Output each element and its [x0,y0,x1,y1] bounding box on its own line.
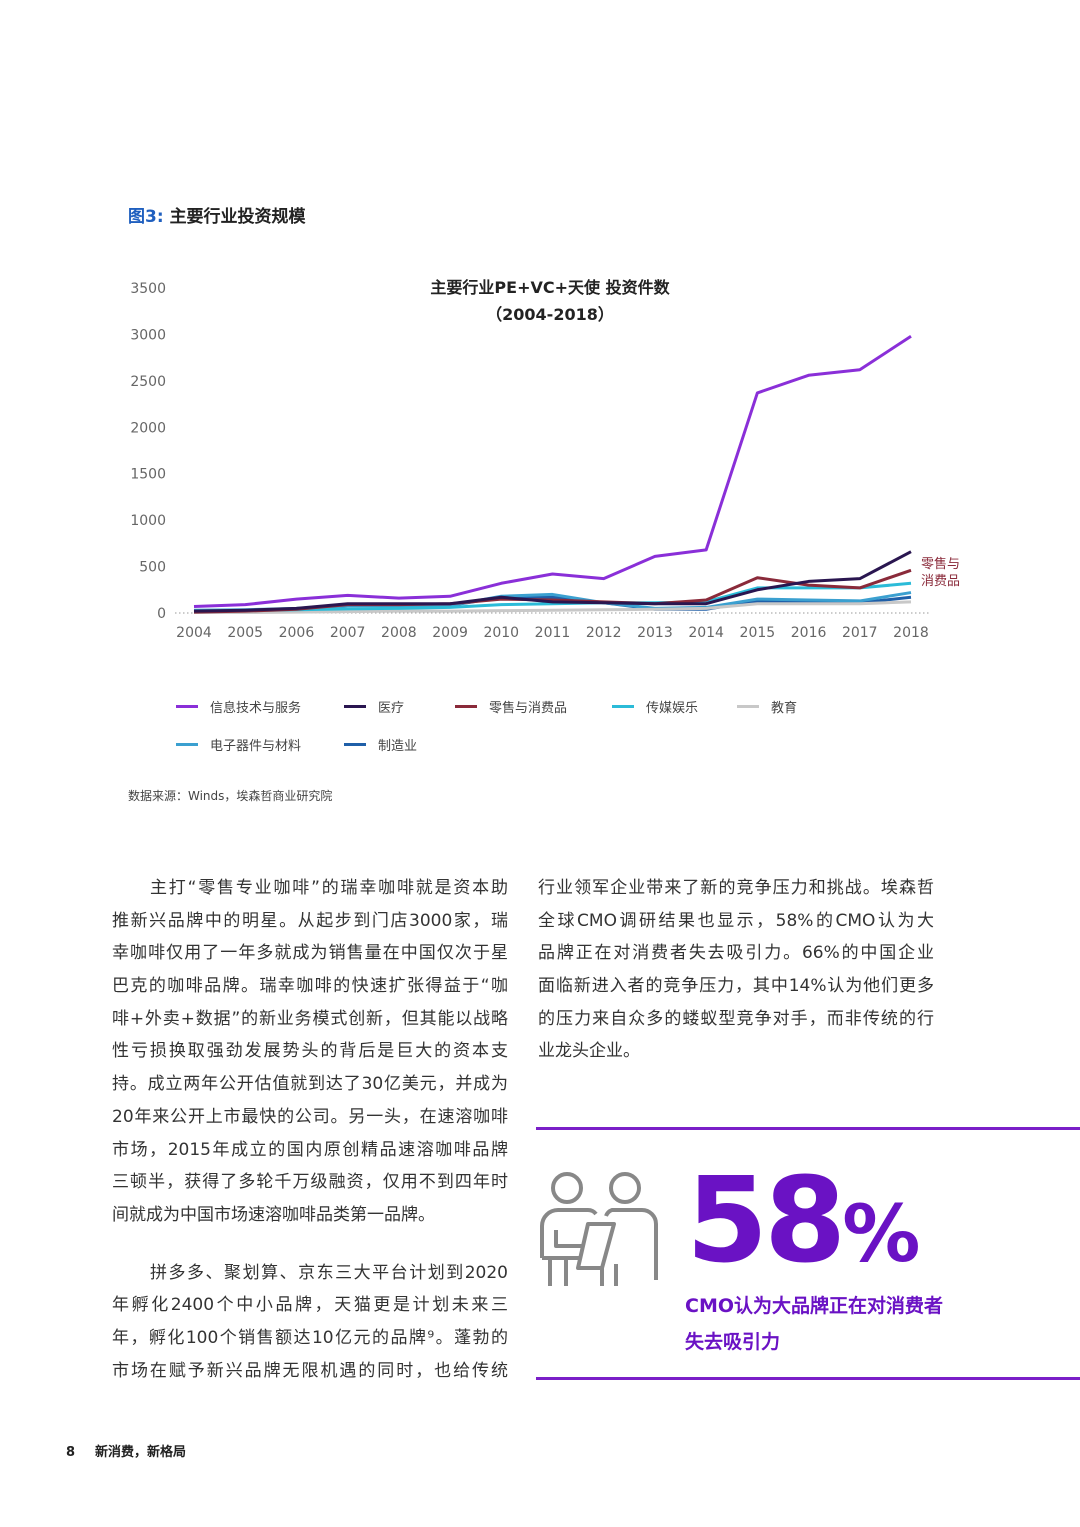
legend-item: 传媒娱乐 [612,697,698,716]
legend-swatch [176,705,198,708]
series-line-零售与消费品 [193,568,912,614]
legend-item: 制造业 [344,735,417,754]
legend-item: 医疗 [344,697,404,716]
legend-label: 信息技术与服务 [210,701,302,716]
legend-label: 零售与消费品 [489,701,568,716]
text-line: 推新兴品牌中的明星。从起步到门店3000家，瑞 [112,910,508,931]
highlight-percent: % [842,1190,921,1280]
highlight-caption-line1: CMO认为大品牌正在对消费者 [685,1295,944,1317]
legend-swatch [455,705,477,708]
text-line: 持。成立两年公开估值就到达了30亿美元，并成为 [112,1074,508,1095]
y-tick-label: 3500 [130,281,166,297]
text-line: 面临新进入者的竞争压力，其中14%认为他们更多 [538,976,934,997]
x-tick-label: 2009 [432,625,468,641]
line-chart: 0 500 1000 1500 2000 2500 3000 3500 2004 2005 2006… [130,281,960,641]
x-tick-label: 2013 [637,625,673,641]
text-line: 年孵化2400个中小品牌，天猫更是计划未来三 [112,1295,508,1316]
x-tick-label: 2016 [791,625,827,641]
legend-label: 制造业 [378,739,418,754]
chart-title: 主要行业PE+VC+天使 投资件数 （2004-2018） [300,274,800,328]
divider-top [536,1127,1080,1130]
legend-label: 教育 [771,701,798,716]
text-line: 品牌正在对消费者失去吸引力。66%的中国企业 [538,943,934,964]
text-line: 性亏损换取强劲发展势头的背后是巨大的资本支 [112,1041,508,1062]
x-tick-label: 2014 [688,625,724,641]
x-tick-label: 2004 [176,625,212,641]
text-line: 市场在赋予新兴品牌无限机遇的同时，也给传统 [112,1360,508,1381]
legend-swatch [612,705,634,708]
highlight-stat: 58% [686,1160,920,1295]
text-line: 业龙头企业。 [538,1041,640,1062]
paragraph-3: 行业领军企业带来了新的竞争压力和挑战。埃森哲 全球CMO调研结果也显示，58%的C… [538,872,934,1068]
chart-subtitle: （2004-2018） [486,305,614,324]
x-tick-label: 2012 [586,625,622,641]
paragraph-1: 主打“零售专业咖啡”的瑞幸咖啡就是资本助推新兴品牌中的明星。从起步到门店3000… [112,872,508,1232]
y-tick-label: 1000 [130,513,166,529]
x-tick-label: 2010 [483,625,519,641]
text-line: 拼多多、聚划算、京东三大平台计划到2020 [150,1262,508,1283]
x-tick-label: 2008 [381,625,417,641]
x-tick-label: 2007 [330,625,366,641]
text-line: 全球CMO调研结果也显示，58%的CMO认为大 [538,910,934,931]
legend-item: 电子器件与材料 [176,735,301,754]
text-line: 主打“零售专业咖啡”的瑞幸咖啡就是资本助 [150,878,508,898]
x-tick-label: 2018 [893,625,929,641]
page-footer: 8 新消费，新格局 [66,1441,206,1460]
legend-swatch [737,705,759,708]
paragraph-2: 拼多多、聚划算、京东三大平台计划到2020 年孵化2400个中小品牌，天猫更是计划… [112,1257,508,1388]
y-tick-label: 3000 [130,327,166,343]
chart-title-main: 主要行业PE+VC+天使 投资件数 [430,278,670,297]
legend-swatch [176,743,198,746]
legend-label: 医疗 [378,701,405,716]
figure-title-text: 主要行业投资规模 [169,207,306,227]
text-line: 间就成为中国市场速溶咖啡品类第一品牌。 [112,1204,435,1225]
legend-swatch [344,743,366,746]
text-line: 幸咖啡仅用了一年多就成为销售量在中国仅次于星 [112,943,508,964]
text-line: 巴克的咖啡品牌。瑞幸咖啡的快速扩张得益于“咖 [112,976,508,997]
legend-item: 信息技术与服务 [176,697,301,716]
highlight-number: 58 [686,1151,846,1289]
y-tick-label: 1500 [130,467,166,483]
legend-label: 电子器件与材料 [210,739,302,754]
legend-swatch [344,705,366,708]
divider-bottom [536,1377,1080,1380]
text-line: 年，孵化100个销售额达10亿元的品牌⁹。蓬勃的 [112,1327,508,1348]
series-line-教育 [194,600,912,615]
body-text-left: 主打“零售专业咖啡”的瑞幸咖啡就是资本助推新兴品牌中的明星。从起步到门店3000… [112,872,508,1387]
y-tick-label: 0 [157,606,166,622]
people-laptop-icon [540,1172,658,1286]
y-tick-label: 500 [139,560,166,576]
y-tick-label: 2500 [130,374,166,390]
figure-label: 图3: [128,207,164,227]
annotation-line1: 零售与 [921,556,960,572]
legend-label: 传媒娱乐 [646,701,699,716]
x-tick-label: 2017 [842,625,878,641]
text-line: 啡+外卖+数据”的新业务模式创新，但其能以战略 [112,1008,508,1029]
text-line: 20年来公开上市最快的公司。另一头，在速溶咖啡 [112,1106,508,1127]
series-line-医疗 [193,550,912,613]
x-tick-label: 2011 [535,625,571,641]
publication-title: 新消费，新格局 [95,1445,187,1460]
text-line: 三顿半，获得了多轮千万级融资，仅用不到四年时 [112,1172,508,1193]
series-line-传媒娱乐 [193,581,912,613]
figure-title: 图3: 主要行业投资规模 [128,202,306,227]
data-source: 数据来源：Winds，埃森哲商业研究院 [128,789,333,803]
text-line: 的压力来自众多的蝼蚁型竞争对手，而非传统的行 [538,1008,934,1029]
annotation-line2: 消费品 [921,574,960,589]
text-line: 行业领军企业带来了新的竞争压力和挑战。埃森哲 [538,878,934,898]
highlight-caption: CMO认为大品牌正在对消费者 失去吸引力 [685,1288,943,1360]
highlight-caption-line2: 失去吸引力 [685,1331,781,1353]
text-line: 市场，2015年成立的国内原创精品速溶咖啡品牌 [112,1139,508,1160]
series-line-信息技术与服务 [193,335,912,608]
legend-item: 教育 [737,697,797,716]
x-tick-label: 2006 [279,625,315,641]
body-text-right: 行业领军企业带来了新的竞争压力和挑战。埃森哲 全球CMO调研结果也显示，58%的C… [538,872,934,1068]
page-number: 8 [66,1445,76,1460]
x-tick-label: 2015 [740,625,776,641]
y-tick-label: 2000 [130,420,166,436]
legend-item: 零售与消费品 [455,697,567,716]
x-tick-label: 2005 [227,625,263,641]
